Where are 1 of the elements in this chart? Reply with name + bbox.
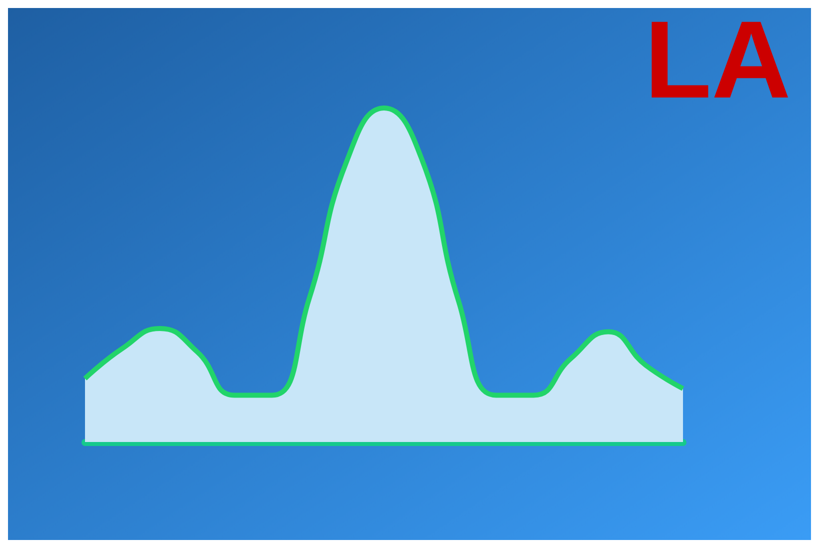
chart-title: LA: [644, 0, 792, 122]
